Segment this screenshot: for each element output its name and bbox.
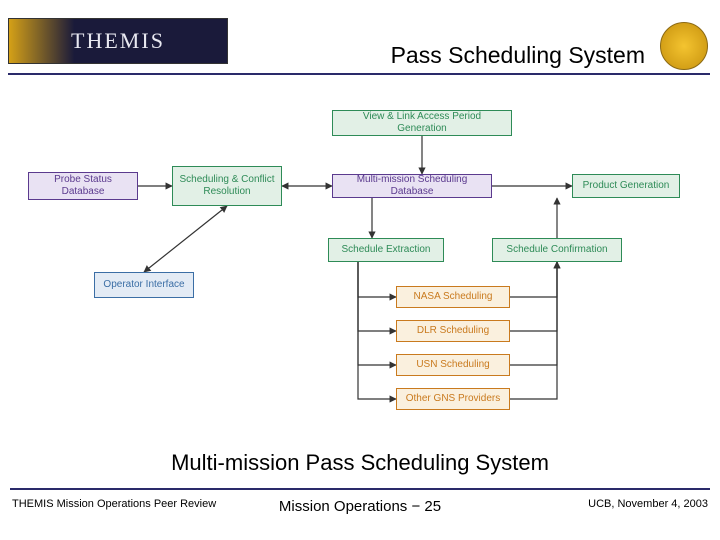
node-nasa: NASA Scheduling <box>396 286 510 308</box>
node-dlr: DLR Scheduling <box>396 320 510 342</box>
slide-header: THEMIS Pass Scheduling System <box>0 0 720 78</box>
themis-badge-icon <box>660 22 708 70</box>
footer-center-prefix: Mission Operations − <box>279 498 424 515</box>
node-sched: Scheduling & Conflict Resolution <box>172 166 282 206</box>
slide-footer: THEMIS Mission Operations Peer Review Mi… <box>0 498 720 528</box>
footer-right: UCB, November 4, 2003 <box>588 498 708 510</box>
footer-rule <box>10 488 710 490</box>
node-other: Other GNS Providers <box>396 388 510 410</box>
header-rule <box>8 73 710 75</box>
diagram-caption: Multi-mission Pass Scheduling System <box>0 450 720 476</box>
node-confirm: Schedule Confirmation <box>492 238 622 262</box>
node-usn: USN Scheduling <box>396 354 510 376</box>
flowchart-diagram: Probe Status Database Scheduling & Confli… <box>0 90 720 430</box>
page-number: 25 <box>424 498 441 515</box>
page-title: Pass Scheduling System <box>391 42 645 69</box>
node-probe: Probe Status Database <box>28 172 138 200</box>
node-operator: Operator Interface <box>94 272 194 298</box>
node-view: View & Link Access Period Generation <box>332 110 512 136</box>
node-extract: Schedule Extraction <box>328 238 444 262</box>
themis-logo: THEMIS <box>8 18 228 64</box>
node-product: Product Generation <box>572 174 680 198</box>
node-mmdb: Multi-mission Scheduling Database <box>332 174 492 198</box>
themis-logo-text: THEMIS <box>71 28 165 54</box>
